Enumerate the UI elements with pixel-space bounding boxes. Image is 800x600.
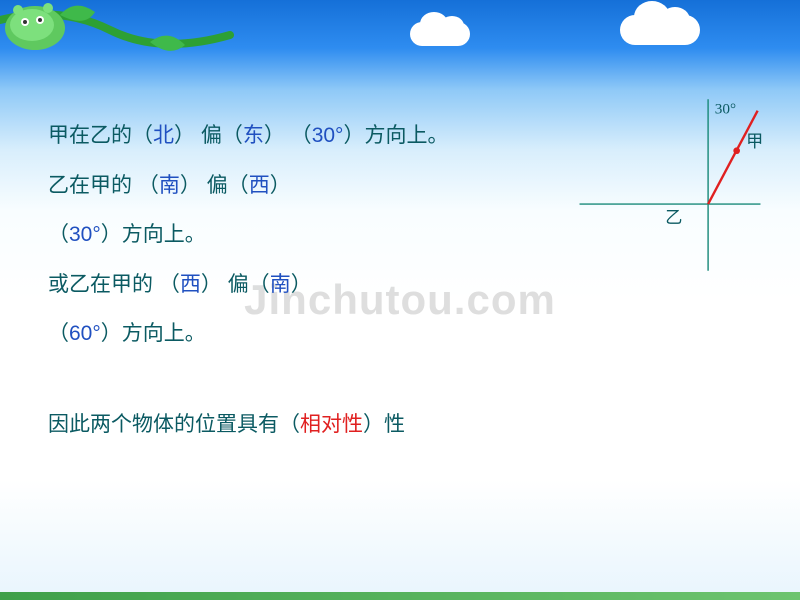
blank-fill: 西 bbox=[180, 273, 201, 296]
cloud-icon bbox=[620, 15, 700, 45]
text: ）方向上。 bbox=[343, 124, 448, 147]
text: ）性 bbox=[363, 413, 405, 436]
direction-diagram: 30° 甲乙 bbox=[570, 85, 770, 285]
line-3: （30°）方向上。 bbox=[48, 219, 568, 251]
text: ）方向上。 bbox=[101, 223, 206, 246]
svg-text:30°: 30° bbox=[715, 101, 736, 118]
text: ） 偏（ bbox=[174, 124, 243, 147]
text: （ bbox=[48, 322, 69, 345]
line-5: （60°）方向上。 bbox=[48, 318, 568, 350]
text: 乙在甲的 （ bbox=[48, 174, 159, 197]
blank-fill-red: 相对性 bbox=[300, 413, 363, 436]
text: ） 偏（ bbox=[180, 174, 249, 197]
text: ） （ bbox=[264, 124, 312, 147]
svg-text:乙: 乙 bbox=[665, 208, 682, 227]
slide-content: 甲在乙的（北） 偏（东） （30°）方向上。 乙在甲的 （南） 偏（西） （30… bbox=[48, 120, 568, 438]
vine-decor bbox=[0, 0, 260, 100]
svg-text:甲: 甲 bbox=[746, 132, 763, 151]
conclusion-line: 因此两个物体的位置具有（相对性）性 bbox=[48, 408, 568, 438]
blank-fill: 30° bbox=[69, 223, 101, 246]
text: 或乙在甲的 （ bbox=[48, 273, 180, 296]
text: ）方向上。 bbox=[101, 322, 206, 345]
text: ） 偏（ bbox=[201, 273, 270, 296]
line-1: 甲在乙的（北） 偏（东） （30°）方向上。 bbox=[48, 120, 568, 152]
cloud-icon bbox=[410, 22, 470, 46]
line-4: 或乙在甲的 （西） 偏（南） bbox=[48, 269, 568, 301]
line-2: 乙在甲的 （南） 偏（西） bbox=[48, 170, 568, 202]
blank-fill: 东 bbox=[243, 124, 264, 147]
blank-fill: 60° bbox=[69, 322, 101, 345]
blank-fill: 北 bbox=[153, 124, 174, 147]
blank-fill: 30° bbox=[312, 124, 344, 147]
bottom-accent-bar bbox=[0, 592, 800, 600]
text: （ bbox=[48, 223, 69, 246]
text: ） bbox=[291, 273, 312, 296]
text: ） bbox=[270, 174, 291, 197]
blank-fill: 南 bbox=[270, 273, 291, 296]
blank-fill: 西 bbox=[249, 174, 270, 197]
blank-fill: 南 bbox=[159, 174, 180, 197]
text: 甲在乙的（ bbox=[48, 124, 153, 147]
text: 因此两个物体的位置具有（ bbox=[48, 413, 300, 436]
